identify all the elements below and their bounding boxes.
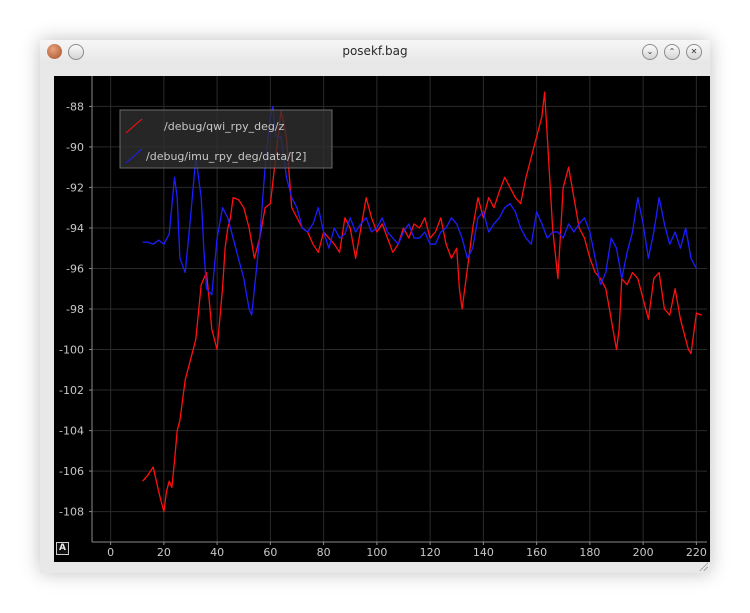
x-tick-label: 160	[526, 546, 547, 559]
x-tick-label: 60	[263, 546, 277, 559]
app-icon[interactable]	[47, 44, 62, 59]
x-tick-label: 40	[210, 546, 224, 559]
plot-window: posekf.bag ⌄ ⌃ ✕ 0 20 40 60 80 100 120 140 160 18…	[40, 40, 710, 573]
autoscale-button[interactable]: A	[56, 542, 69, 555]
y-tick-label: -100	[59, 344, 84, 357]
chevron-up-icon: ⌃	[668, 47, 676, 56]
close-button[interactable]: ✕	[686, 44, 702, 60]
y-tick-label: -90	[66, 141, 84, 154]
legend-swatch-1	[125, 148, 143, 164]
y-tick-label: -88	[66, 100, 84, 113]
menu-button[interactable]	[68, 44, 84, 60]
series-line-1	[142, 105, 697, 316]
x-tick-label: 180	[579, 546, 600, 559]
x-tick-label: 20	[157, 546, 171, 559]
resize-grip[interactable]	[698, 561, 708, 571]
x-tick-label: 140	[473, 546, 494, 559]
legend-label-1: /debug/imu_rpy_deg/data/[2]	[146, 150, 306, 163]
minimize-button[interactable]: ⌄	[642, 44, 658, 60]
title-bar[interactable]: posekf.bag ⌄ ⌃ ✕	[40, 40, 710, 64]
maximize-button[interactable]: ⌃	[664, 44, 680, 60]
legend-box	[119, 109, 333, 169]
line-chart[interactable]: 0 20 40 60 80 100 120 140 160 180 200 220 -88 -90 -92 -…	[54, 76, 710, 562]
x-tick-label: 0	[107, 546, 114, 559]
x-tick-label: 220	[686, 546, 707, 559]
y-tick-label: -104	[59, 425, 84, 438]
close-icon: ✕	[690, 47, 698, 56]
y-tick-label: -108	[59, 506, 84, 519]
x-tick-label: 120	[420, 546, 441, 559]
legend-swatch-0	[125, 118, 143, 134]
y-tick-label: -94	[66, 222, 84, 235]
y-tick-label: -106	[59, 465, 84, 478]
legend-label-0: /debug/qwi_rpy_deg/z	[164, 120, 285, 133]
legend: /debug/qwi_rpy_deg/z/debug/imu_rpy_deg/d…	[119, 109, 333, 169]
y-tick-label: -96	[66, 262, 84, 275]
x-tick-label: 200	[633, 546, 654, 559]
plot-area[interactable]: 0 20 40 60 80 100 120 140 160 180 200 220 -88 -90 -92 -…	[54, 76, 710, 562]
y-tick-label: -102	[59, 384, 84, 397]
y-tick-label: -98	[66, 303, 84, 316]
y-tick-label: -92	[66, 181, 84, 194]
x-tick-label: 100	[366, 546, 387, 559]
x-tick-label: 80	[317, 546, 331, 559]
chevron-down-icon: ⌄	[646, 47, 654, 56]
window-title: posekf.bag	[342, 44, 408, 58]
